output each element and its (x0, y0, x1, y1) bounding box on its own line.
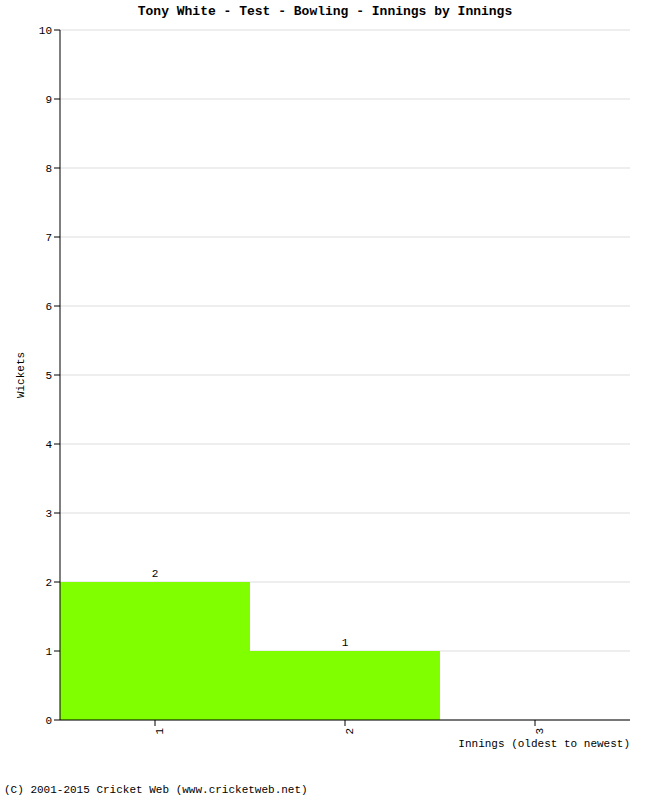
svg-text:9: 9 (45, 94, 52, 106)
svg-text:4: 4 (45, 439, 52, 451)
svg-text:Wickets: Wickets (15, 352, 27, 398)
html-text:Tony White - Test - Bowling -: Tony White - Test - Bowling - Innings by… (137, 4, 513, 19)
svg-text:2: 2 (344, 728, 356, 735)
svg-text:10: 10 (39, 25, 52, 37)
svg-text:0: 0 (45, 715, 52, 727)
svg-text:8: 8 (45, 163, 52, 175)
svg-text:7: 7 (45, 232, 52, 244)
svg-text:1: 1 (154, 728, 166, 735)
html-text:(C) 2001-2015 Cricket Web (www: (C) 2001-2015 Cricket Web (www.cricketwe… (4, 784, 308, 796)
svg-text:5: 5 (45, 370, 52, 382)
svg-text:6: 6 (45, 301, 52, 313)
svg-text:2: 2 (45, 577, 52, 589)
svg-text:2: 2 (152, 568, 159, 580)
svg-text:1: 1 (342, 637, 349, 649)
html-text:Innings (oldest to newest): Innings (oldest to newest) (458, 738, 630, 750)
svg-text:1: 1 (45, 646, 52, 658)
svg-text:3: 3 (534, 728, 546, 735)
svg-text:3: 3 (45, 508, 52, 520)
